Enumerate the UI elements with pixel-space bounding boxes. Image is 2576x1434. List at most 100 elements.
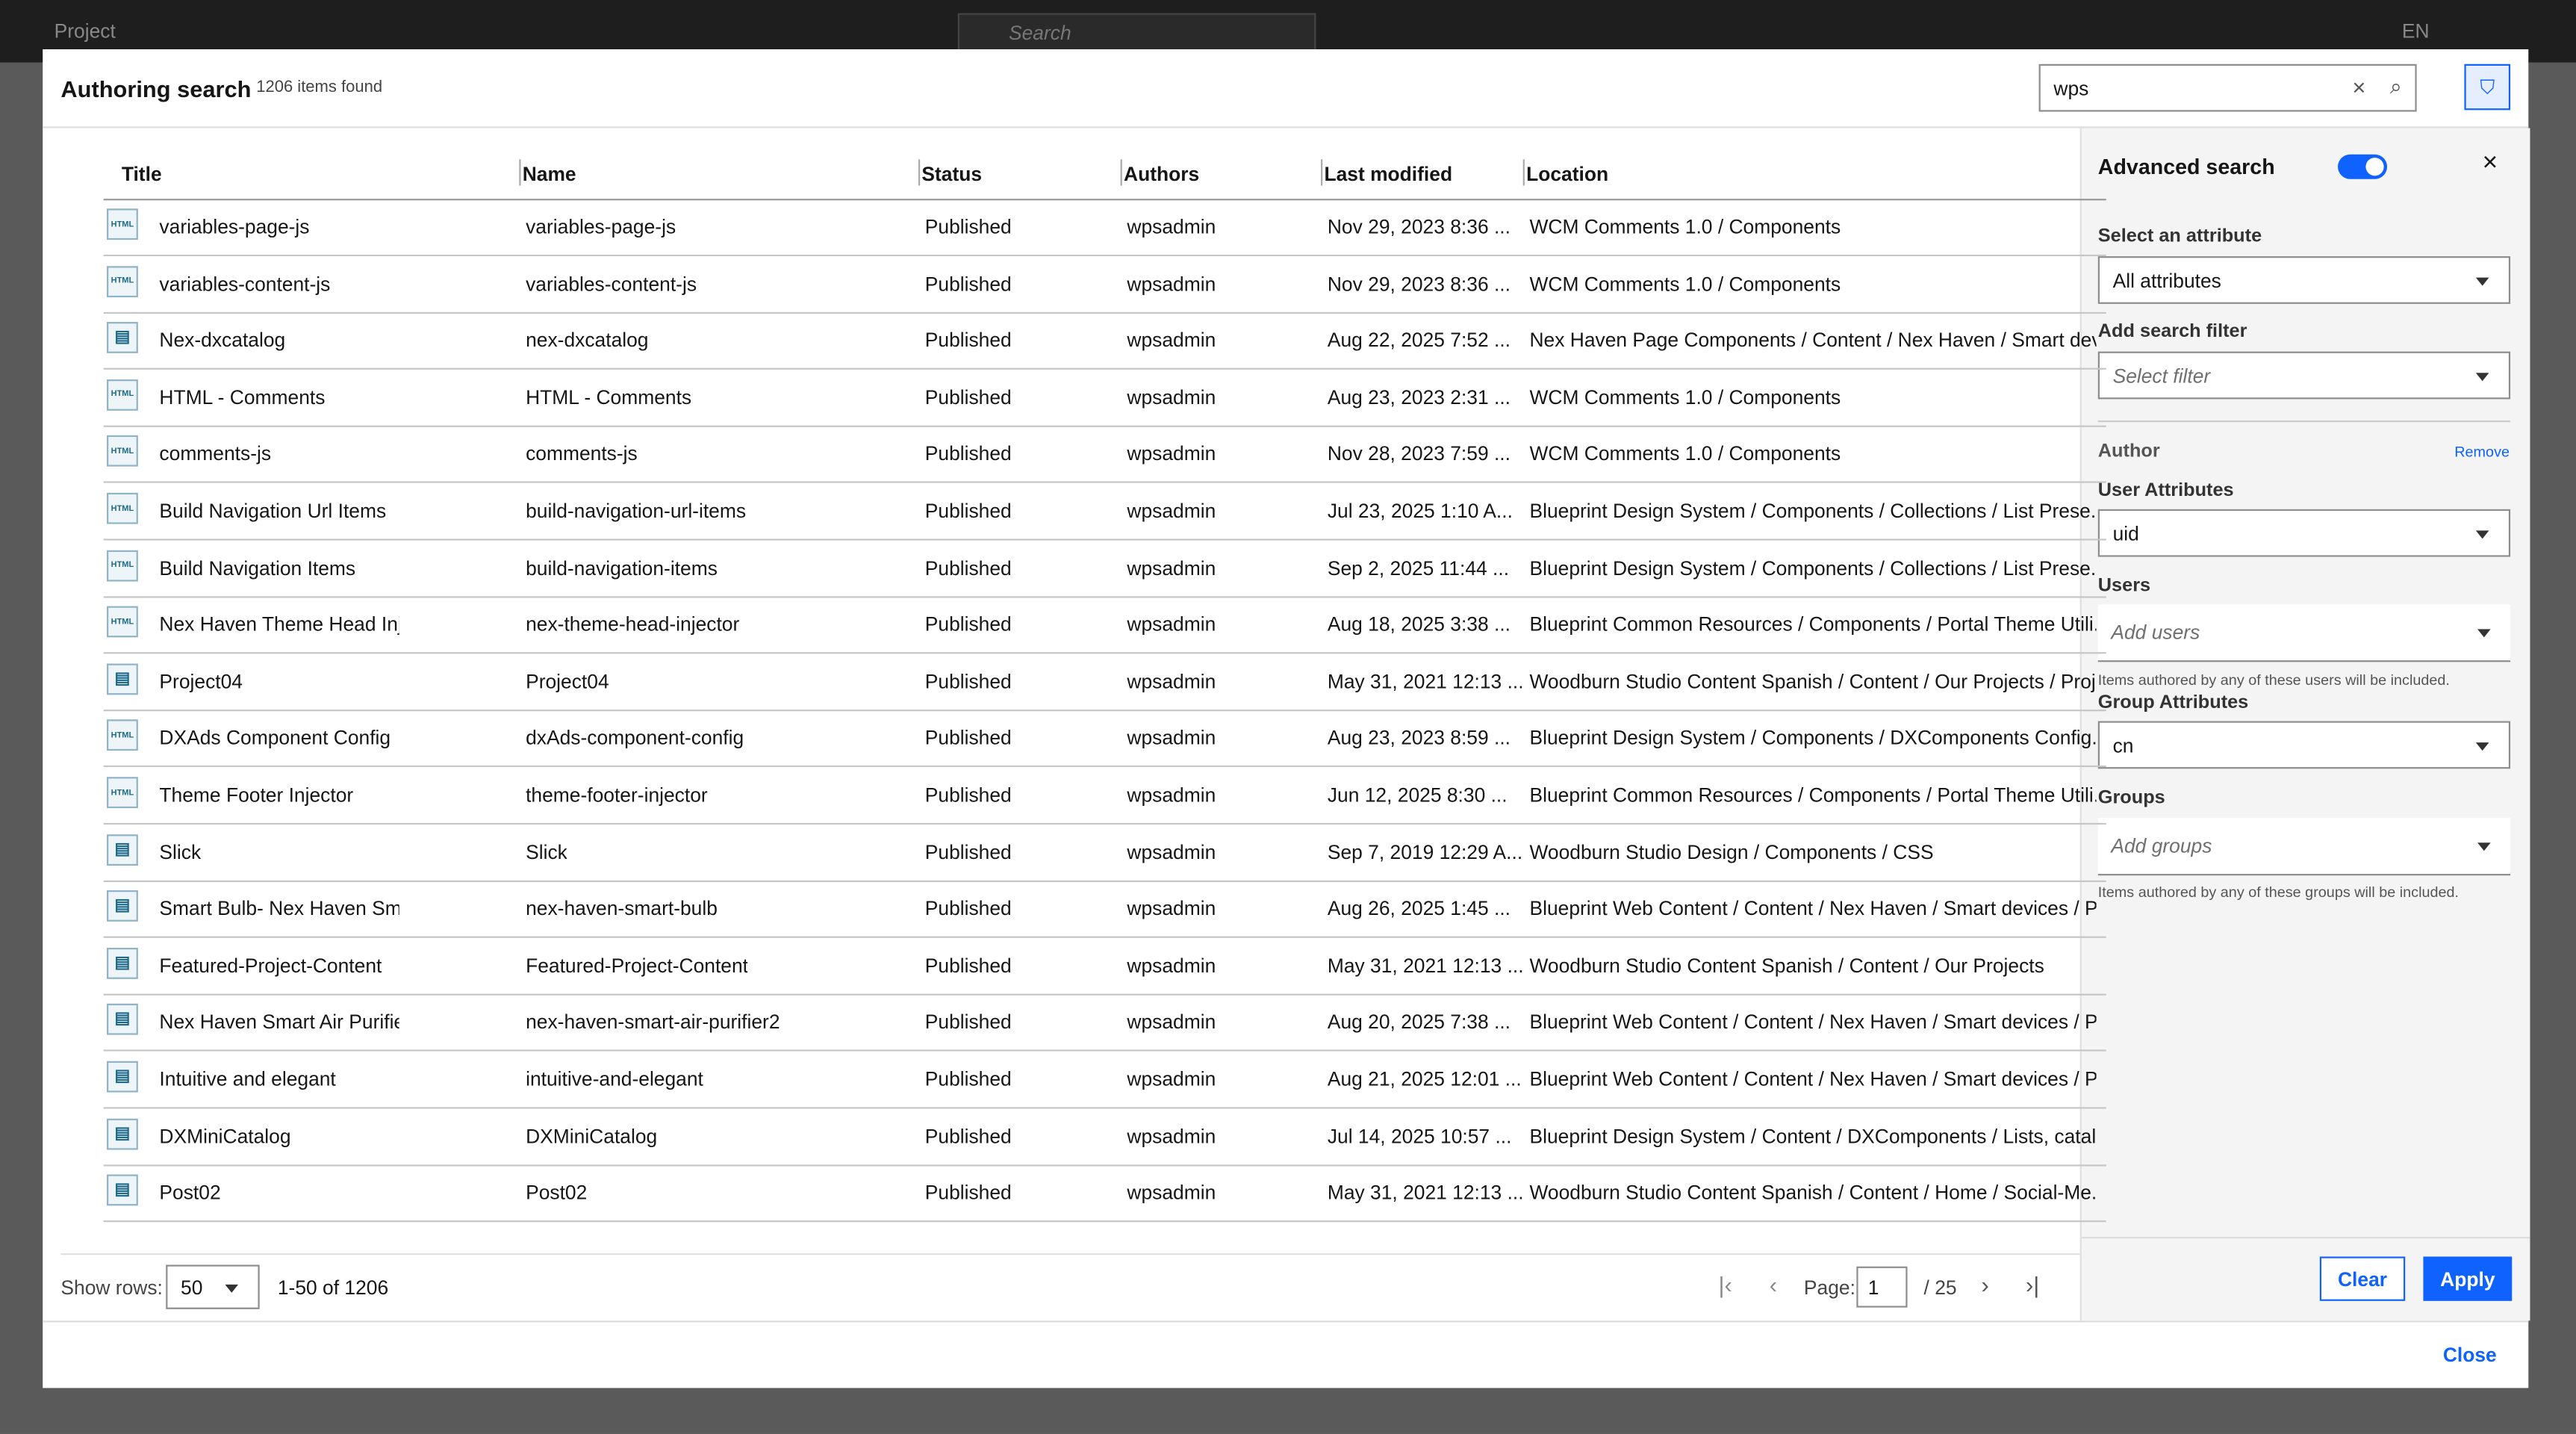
table-row[interactable]: ▤ DXMiniCatalog DXMiniCatalog Published wpsa… <box>103 1108 2106 1166</box>
column-header[interactable]: Title <box>121 162 162 186</box>
table-row[interactable]: HTML Theme Footer Injector theme-footer-in… <box>103 767 2106 825</box>
cell: Woodburn Studio Content Spanish / Conten… <box>1529 954 2044 978</box>
cell: Published <box>924 329 1012 353</box>
cell: variables-content-js <box>526 272 697 295</box>
next-page[interactable]: › <box>1981 1271 1989 1298</box>
item-icon: ▤ <box>107 663 138 695</box>
filter-button[interactable]: ⛉ <box>2464 63 2511 111</box>
show-rows-label: Show rows: <box>60 1276 163 1300</box>
cell: Project04 <box>159 669 243 693</box>
cell: Nov 28, 2023 7:59 ... <box>1327 442 1511 466</box>
column-header[interactable]: Status <box>921 162 983 186</box>
cell: Blueprint Web Content / Content / Nex Ha… <box>1529 1067 2097 1091</box>
cell: Blueprint Design System / Components / C… <box>1529 499 2097 523</box>
cell: wpsadmin <box>1127 669 1216 693</box>
groups-input[interactable]: Add groups <box>2097 818 2511 876</box>
cell: HTML - Comments <box>526 385 692 409</box>
prev-page[interactable]: ‹ <box>1769 1271 1778 1298</box>
cell: Published <box>924 1181 1012 1205</box>
table-row[interactable]: ▤ Nex-dxcatalog nex-dxcatalog Published wpsa… <box>103 312 2106 370</box>
column-header[interactable]: Authors <box>1124 162 1200 186</box>
table-row[interactable]: ▤ Slick Slick Published wpsadmin Sep 7, 2019 … <box>103 824 2106 882</box>
field-label: Add search filter <box>2097 322 2247 342</box>
table-row[interactable]: ▤ Intuitive and elegant intuitive-and-eleg… <box>103 1052 2106 1109</box>
item-icon: HTML <box>107 720 138 751</box>
cell: Post02 <box>526 1181 588 1205</box>
close-button[interactable]: Close <box>2442 1344 2497 1367</box>
table-row[interactable]: ▤ Project04 Project04 Published wpsadmin May … <box>103 654 2106 711</box>
cell: wpsadmin <box>1127 215 1216 238</box>
cell: HTML - Comments <box>159 385 326 409</box>
cell: wpsadmin <box>1127 1067 1216 1091</box>
cell: Featured-Project-Content <box>526 954 749 978</box>
cell: Published <box>924 954 1012 978</box>
cell: Blueprint Design System / Content / DXCo… <box>1529 1124 2097 1148</box>
attribute-dropdown[interactable]: All attributes <box>2097 256 2511 304</box>
rows-select[interactable]: 50 <box>166 1264 260 1309</box>
cell: Published <box>924 385 1012 409</box>
table-row[interactable]: HTML HTML - Comments HTML - Comments Publis… <box>103 369 2106 427</box>
table-row[interactable]: HTML comments-js comments-js Published wpsad… <box>103 426 2106 484</box>
modal: Authoring search 1206 items found wps × ⌕ … <box>43 49 2530 1388</box>
field-label: Groups <box>2097 788 2165 809</box>
table-row[interactable]: ▤ Smart Bulb- Nex Haven Sma nex-haven-smar… <box>103 881 2106 939</box>
table-row[interactable]: HTML variables-content-js variables-conten… <box>103 255 2106 314</box>
clear-search-icon[interactable]: × <box>2352 73 2366 101</box>
cell: wpsadmin <box>1127 329 1216 353</box>
remove-link[interactable]: Remove <box>2454 443 2510 460</box>
cell: Jul 23, 2025 1:10 A... <box>1327 499 1513 523</box>
cell: Nex-dxcatalog <box>159 329 286 353</box>
cell: DXMiniCatalog <box>159 1124 291 1148</box>
cell: WCM Comments 1.0 / Components <box>1529 442 1841 466</box>
cell: Slick <box>159 840 202 863</box>
user-attr-dropdown[interactable]: uid <box>2097 509 2511 557</box>
table-row[interactable]: HTML Build Navigation Items build-navigati… <box>103 540 2106 598</box>
column-header[interactable]: Name <box>522 162 576 186</box>
field-label: Users <box>2097 576 2151 597</box>
cell: Blueprint Common Resources / Components … <box>1529 783 2097 807</box>
column-header[interactable]: Location <box>1526 162 1609 186</box>
cell: wpsadmin <box>1127 840 1216 863</box>
search-icon[interactable]: ⌕ <box>2389 73 2402 99</box>
cell: May 31, 2021 12:13 ... <box>1327 954 1524 978</box>
cell: Woodburn Studio Content Spanish / Conten… <box>1529 669 2097 693</box>
cell: Blueprint Design System / Components / C… <box>1529 556 2097 580</box>
input-placeholder: Add users <box>2111 621 2200 645</box>
table-row[interactable]: HTML variables-page-js variables-page-js Pu… <box>103 199 2106 257</box>
cell: Post02 <box>159 1181 221 1205</box>
cell: nex-haven-smart-air-purifier2 <box>526 1011 780 1034</box>
table-row[interactable]: ▤ Featured-Project-Content Featured-Projec… <box>103 937 2106 996</box>
filter-dropdown[interactable]: Select filter <box>2097 351 2511 400</box>
language-menu[interactable]: EN <box>2401 19 2430 43</box>
dropdown-value: uid <box>2112 521 2139 545</box>
search-input[interactable]: wps × ⌕ <box>2038 63 2417 112</box>
first-page[interactable]: |‹ <box>1718 1271 1732 1298</box>
apply-button[interactable]: Apply <box>2423 1256 2513 1301</box>
cell: Slick <box>526 840 567 863</box>
last-page[interactable]: ›| <box>2025 1271 2040 1298</box>
modal-title: Authoring search <box>60 75 252 102</box>
table-row[interactable]: ▤ Post02 Post02 Published wpsadmin May 31, 20… <box>103 1165 2106 1223</box>
table-row[interactable]: HTML Build Navigation Url Items build-navi… <box>103 483 2106 541</box>
panel-close[interactable]: × <box>2482 149 2498 178</box>
users-input[interactable]: Add users <box>2097 604 2511 662</box>
page-total: / 25 <box>1923 1276 1957 1300</box>
item-icon: HTML <box>107 777 138 809</box>
table-row[interactable]: ▤ Nex Haven Smart Air Purifie nex-haven-sm… <box>103 994 2106 1052</box>
table-row[interactable]: HTML Nex Haven Theme Head Inje nex-theme-h… <box>103 597 2106 654</box>
group-attr-dropdown[interactable]: cn <box>2097 721 2511 769</box>
project-menu[interactable]: Project <box>54 19 116 43</box>
column-header[interactable]: Last modified <box>1324 162 1453 186</box>
toggle[interactable] <box>2338 154 2388 179</box>
cell: Aug 23, 2023 2:31 ... <box>1327 385 1511 409</box>
table-row[interactable]: HTML DXAds Component Config dxAds-componen… <box>103 710 2106 768</box>
cell: Woodburn Studio Content Spanish / Conten… <box>1529 1181 2097 1205</box>
cell: Aug 21, 2025 12:01 ... <box>1327 1067 1522 1091</box>
page-input[interactable]: 1 <box>1856 1266 1908 1308</box>
global-search[interactable]: Search <box>957 13 1316 53</box>
clear-button[interactable]: Clear <box>2319 1256 2406 1301</box>
cell: wpsadmin <box>1127 1011 1216 1034</box>
item-icon: ▤ <box>107 322 138 354</box>
cell: wpsadmin <box>1127 385 1216 409</box>
cell: Nov 29, 2023 8:36 ... <box>1327 272 1511 295</box>
